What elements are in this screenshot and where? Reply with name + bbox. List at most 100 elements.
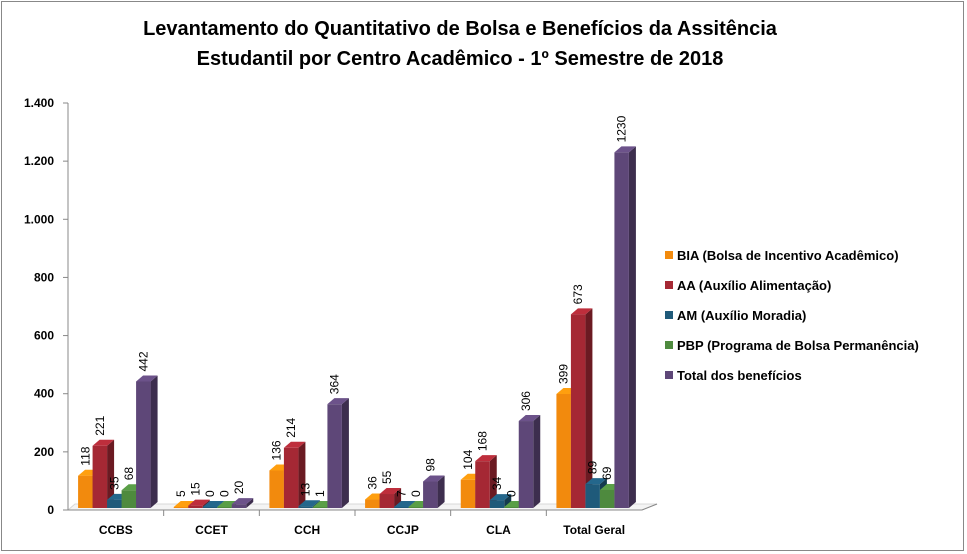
bar — [475, 461, 490, 508]
bar-top — [518, 415, 541, 422]
bar-top — [92, 439, 115, 446]
bar-top — [394, 501, 416, 507]
bar — [408, 507, 424, 508]
legend-label: AM (Auxílio Moradia) — [677, 308, 806, 323]
data-label: 5 — [174, 490, 188, 497]
bar — [173, 507, 189, 508]
data-label: 55 — [380, 470, 394, 484]
bar — [92, 445, 108, 508]
data-label: 35 — [107, 476, 121, 490]
bar — [188, 505, 203, 508]
data-label: 20 — [232, 481, 246, 495]
legend-label: BIA (Bolsa de Incentivo Acadêmico) — [677, 248, 899, 263]
x-category-label: CCET — [195, 523, 228, 537]
bar — [121, 490, 137, 508]
bar-top — [614, 146, 636, 153]
data-label: 136 — [270, 440, 284, 460]
x-category-label: CCH — [294, 523, 320, 537]
bar-side — [107, 439, 115, 508]
data-label: 0 — [203, 490, 217, 497]
bar-top — [585, 478, 607, 485]
data-label: 214 — [284, 417, 298, 437]
data-label: 36 — [365, 476, 379, 490]
data-label: 0 — [409, 490, 423, 497]
data-label: 1230 — [615, 115, 629, 142]
bar — [202, 507, 218, 508]
data-label: 442 — [136, 351, 150, 371]
y-tick-label: 400 — [34, 387, 54, 401]
bar — [269, 470, 284, 508]
bar — [489, 500, 505, 508]
bar — [283, 447, 299, 508]
legend-swatch — [665, 341, 673, 349]
bar — [556, 394, 571, 508]
bar — [365, 499, 380, 508]
data-label: 168 — [476, 431, 490, 451]
y-tick-label: 1.200 — [24, 154, 54, 168]
bar — [423, 481, 438, 508]
bar — [78, 475, 93, 508]
bar — [231, 504, 247, 508]
legend-swatch — [665, 311, 673, 319]
data-label: 0 — [505, 490, 519, 497]
legend-swatch — [665, 371, 673, 379]
bar-top — [188, 499, 210, 506]
legend-label: Total dos benefícios — [677, 368, 802, 383]
legend-swatch — [665, 251, 673, 259]
data-label: 118 — [78, 446, 92, 465]
bar-top — [423, 475, 445, 482]
data-label: 68 — [122, 467, 136, 481]
bar — [136, 381, 151, 508]
data-label: 34 — [490, 476, 504, 490]
bar — [379, 494, 395, 508]
bar — [504, 507, 519, 508]
x-category-label: CLA — [486, 523, 511, 537]
bar-side — [246, 498, 254, 508]
chart-title: Levantamento do Quantitativo de Bolsa e … — [0, 14, 920, 74]
x-category-label: Total Geral — [563, 523, 625, 537]
x-category-label: CCBS — [99, 523, 133, 537]
bar-side — [489, 455, 497, 508]
bar-side — [628, 146, 636, 508]
data-label: 364 — [328, 374, 342, 394]
legend-swatch — [665, 281, 673, 289]
bar-top — [475, 455, 497, 462]
bar-side — [341, 398, 349, 508]
chart-title-line2: Estudantil por Centro Acadêmico - 1º Sem… — [196, 48, 724, 70]
bar — [107, 499, 122, 508]
y-tick-label: 1.000 — [24, 212, 54, 226]
bar — [460, 479, 476, 508]
y-tick-label: 600 — [34, 329, 54, 343]
bar-top — [489, 494, 512, 501]
bar — [312, 507, 328, 508]
bar-side — [298, 441, 306, 508]
bar — [394, 507, 409, 508]
data-label: 306 — [519, 391, 533, 411]
bar — [298, 506, 313, 508]
data-label: 13 — [299, 483, 313, 497]
bar-top — [202, 501, 225, 507]
data-label: 1 — [313, 490, 327, 497]
data-label: 98 — [423, 458, 437, 472]
bar-side — [437, 475, 445, 508]
x-axis-depth — [641, 503, 658, 511]
data-label: 15 — [189, 482, 203, 496]
data-label: 7 — [394, 490, 408, 497]
data-label: 399 — [557, 364, 571, 384]
data-label: 69 — [600, 466, 614, 480]
legend-label: PBP (Programa de Bolsa Permanência) — [677, 338, 919, 353]
data-label: 89 — [586, 460, 600, 474]
data-label: 0 — [218, 490, 232, 497]
data-label: 221 — [93, 415, 107, 435]
bar-top — [136, 375, 158, 382]
bar — [518, 421, 534, 508]
y-tick-label: 1.400 — [24, 96, 54, 110]
bar — [570, 314, 586, 508]
data-label: 104 — [461, 449, 475, 469]
bar-side — [504, 494, 512, 508]
y-tick-label: 200 — [34, 445, 54, 459]
bar-top — [570, 308, 593, 315]
bar — [217, 507, 232, 508]
bar-top — [379, 488, 402, 495]
